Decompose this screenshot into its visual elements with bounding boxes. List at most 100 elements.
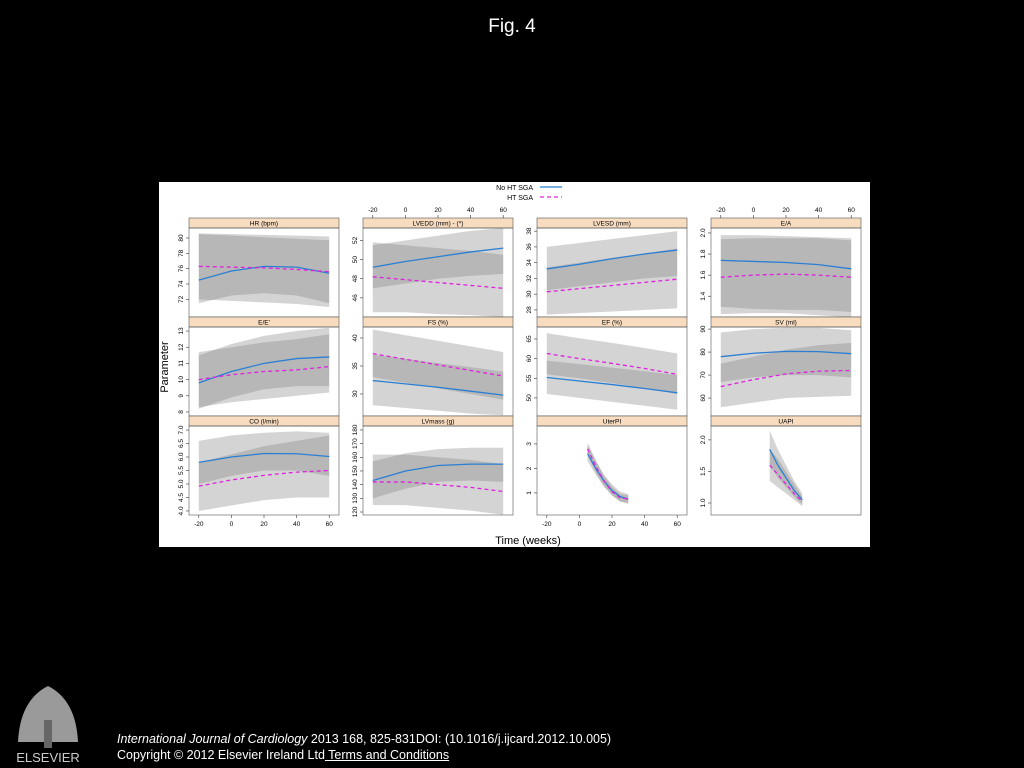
panel-title: UAPI xyxy=(778,419,793,426)
confidence-band xyxy=(720,327,852,382)
y-tick-label: 65 xyxy=(526,335,533,343)
y-tick-label: 180 xyxy=(352,424,359,435)
x-tick-label: 20 xyxy=(782,207,790,214)
panel-title: CO (l/min) xyxy=(249,419,279,426)
logo-trunk xyxy=(44,720,52,748)
y-tick-label: 1.5 xyxy=(700,467,707,476)
copyright-line: Copyright © 2012 Elsevier Ireland Ltd Te… xyxy=(117,748,449,762)
x-tick-label: -20 xyxy=(542,521,552,528)
series-line xyxy=(198,265,330,281)
x-tick-label: 20 xyxy=(608,521,616,528)
y-tick-label: 170 xyxy=(352,438,359,449)
plot-area xyxy=(546,333,678,410)
panel-title: SV (ml) xyxy=(775,320,797,327)
plot-area xyxy=(586,442,629,504)
logo-text: ELSEVIER xyxy=(16,750,80,765)
series-line xyxy=(769,449,803,501)
citation-text: 2013 168, 825-831DOI: (10.1016/j.ijcard.… xyxy=(307,732,612,746)
y-tick-label: 1 xyxy=(526,491,533,495)
x-tick-label: 40 xyxy=(467,207,475,214)
series-line xyxy=(198,469,330,487)
y-tick-label: 38 xyxy=(526,227,533,235)
terms-link[interactable]: Terms and Conditions xyxy=(324,748,450,762)
series-line xyxy=(198,365,330,381)
x-tick-label: -20 xyxy=(716,207,726,214)
y-tick-label: 60 xyxy=(526,355,533,363)
x-tick-label: 20 xyxy=(434,207,442,214)
x-tick-label: 0 xyxy=(230,521,234,528)
confidence-band xyxy=(546,248,678,315)
y-tick-label: 30 xyxy=(352,390,359,398)
y-tick-label: 36 xyxy=(526,243,533,251)
series-line xyxy=(372,463,504,482)
series-line xyxy=(372,247,504,268)
y-tick-label: 9 xyxy=(178,394,185,398)
series-line xyxy=(720,259,852,270)
y-tick-label: 34 xyxy=(526,259,533,267)
x-tick-label: 0 xyxy=(752,207,756,214)
x-tick-label: 20 xyxy=(260,521,268,528)
series-line xyxy=(372,276,504,289)
series-line xyxy=(720,369,852,388)
confidence-band xyxy=(198,233,330,308)
x-tick-label: 60 xyxy=(848,207,856,214)
panel-title: E/A xyxy=(781,221,792,228)
y-tick-label: 50 xyxy=(352,256,359,264)
journal-name: International Journal of Cardiology xyxy=(117,732,308,746)
y-tick-label: 76 xyxy=(178,265,185,273)
x-tick-label: -20 xyxy=(194,521,204,528)
y-tick-label: 6.5 xyxy=(178,439,185,448)
panel-title: LVEDD (mm) - (*) xyxy=(413,221,464,228)
y-tick-label: 46 xyxy=(352,294,359,302)
legend-label: No HT SGA xyxy=(496,185,533,192)
y-tick-label: 10 xyxy=(178,376,185,384)
confidence-band xyxy=(198,327,330,409)
x-tick-label: 0 xyxy=(578,521,582,528)
y-tick-label: 8 xyxy=(178,410,185,414)
confidence-band xyxy=(372,447,504,499)
x-tick-label: 60 xyxy=(674,521,682,528)
series-line xyxy=(198,452,330,464)
confidence-band xyxy=(720,238,852,317)
y-tick-label: 3 xyxy=(526,442,533,446)
x-axis-label: Time (weeks) xyxy=(495,535,561,547)
plot-area xyxy=(546,231,678,315)
y-tick-label: 1.4 xyxy=(700,291,707,300)
y-tick-label: 140 xyxy=(352,479,359,490)
y-tick-label: 120 xyxy=(352,506,359,517)
y-tick-label: 2.0 xyxy=(700,228,707,237)
x-tick-label: -20 xyxy=(368,207,378,214)
series-line xyxy=(546,376,678,394)
y-tick-label: 60 xyxy=(700,394,707,402)
figure-background xyxy=(159,182,870,547)
series-line xyxy=(769,464,803,503)
y-tick-label: 52 xyxy=(352,236,359,244)
panel-border xyxy=(362,425,514,516)
y-tick-label: 4.5 xyxy=(178,493,185,502)
x-tick-label: 60 xyxy=(500,207,508,214)
y-tick-label: 72 xyxy=(178,295,185,303)
y-tick-label: 70 xyxy=(700,371,707,379)
citation: International Journal of Cardiology 2013… xyxy=(117,732,611,746)
y-tick-label: 160 xyxy=(352,452,359,463)
y-tick-label: 150 xyxy=(352,465,359,476)
y-tick-label: 35 xyxy=(352,362,359,370)
confidence-band xyxy=(546,231,678,291)
confidence-band xyxy=(372,242,504,317)
panel-title: LVESD (mm) xyxy=(593,221,631,228)
plot-area xyxy=(198,327,330,409)
y-tick-label: 11 xyxy=(178,360,185,367)
y-tick-label: 80 xyxy=(700,348,707,356)
y-tick-label: 78 xyxy=(178,249,185,257)
series-line xyxy=(198,265,330,273)
y-tick-label: 40 xyxy=(352,334,359,342)
plot-area xyxy=(769,430,803,507)
y-tick-label: 30 xyxy=(526,290,533,298)
y-tick-label: 5.5 xyxy=(178,466,185,475)
y-tick-label: 12 xyxy=(178,343,185,351)
y-tick-label: 1.8 xyxy=(700,249,707,258)
y-tick-label: 48 xyxy=(352,275,359,283)
y-tick-label: 2.0 xyxy=(700,435,707,444)
